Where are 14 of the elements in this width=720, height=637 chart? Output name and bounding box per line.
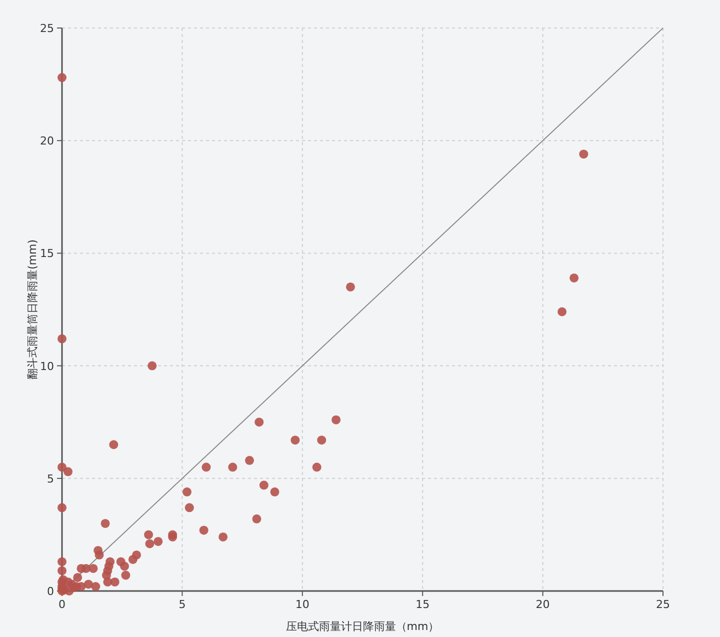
x-axis-title: 压电式雨量计日降雨量（mm） — [286, 620, 440, 633]
y-tick-label: 20 — [40, 134, 54, 148]
y-tick-label: 5 — [47, 472, 54, 486]
y-tick-label: 0 — [47, 585, 54, 598]
x-tick-label: 25 — [656, 598, 670, 611]
x-tick-label: 0 — [58, 598, 66, 611]
x-tick-label: 5 — [178, 598, 186, 611]
y-tick-label: 10 — [40, 360, 54, 373]
x-tick-label: 15 — [416, 598, 430, 611]
x-tick-label: 20 — [536, 598, 550, 611]
x-tick-label: 10 — [295, 598, 310, 611]
y-tick-label: 25 — [40, 22, 54, 35]
y-axis-title: 翻斗式雨量筒日降雨量(mm) — [26, 239, 39, 380]
y-tick-label: 15 — [40, 247, 54, 260]
